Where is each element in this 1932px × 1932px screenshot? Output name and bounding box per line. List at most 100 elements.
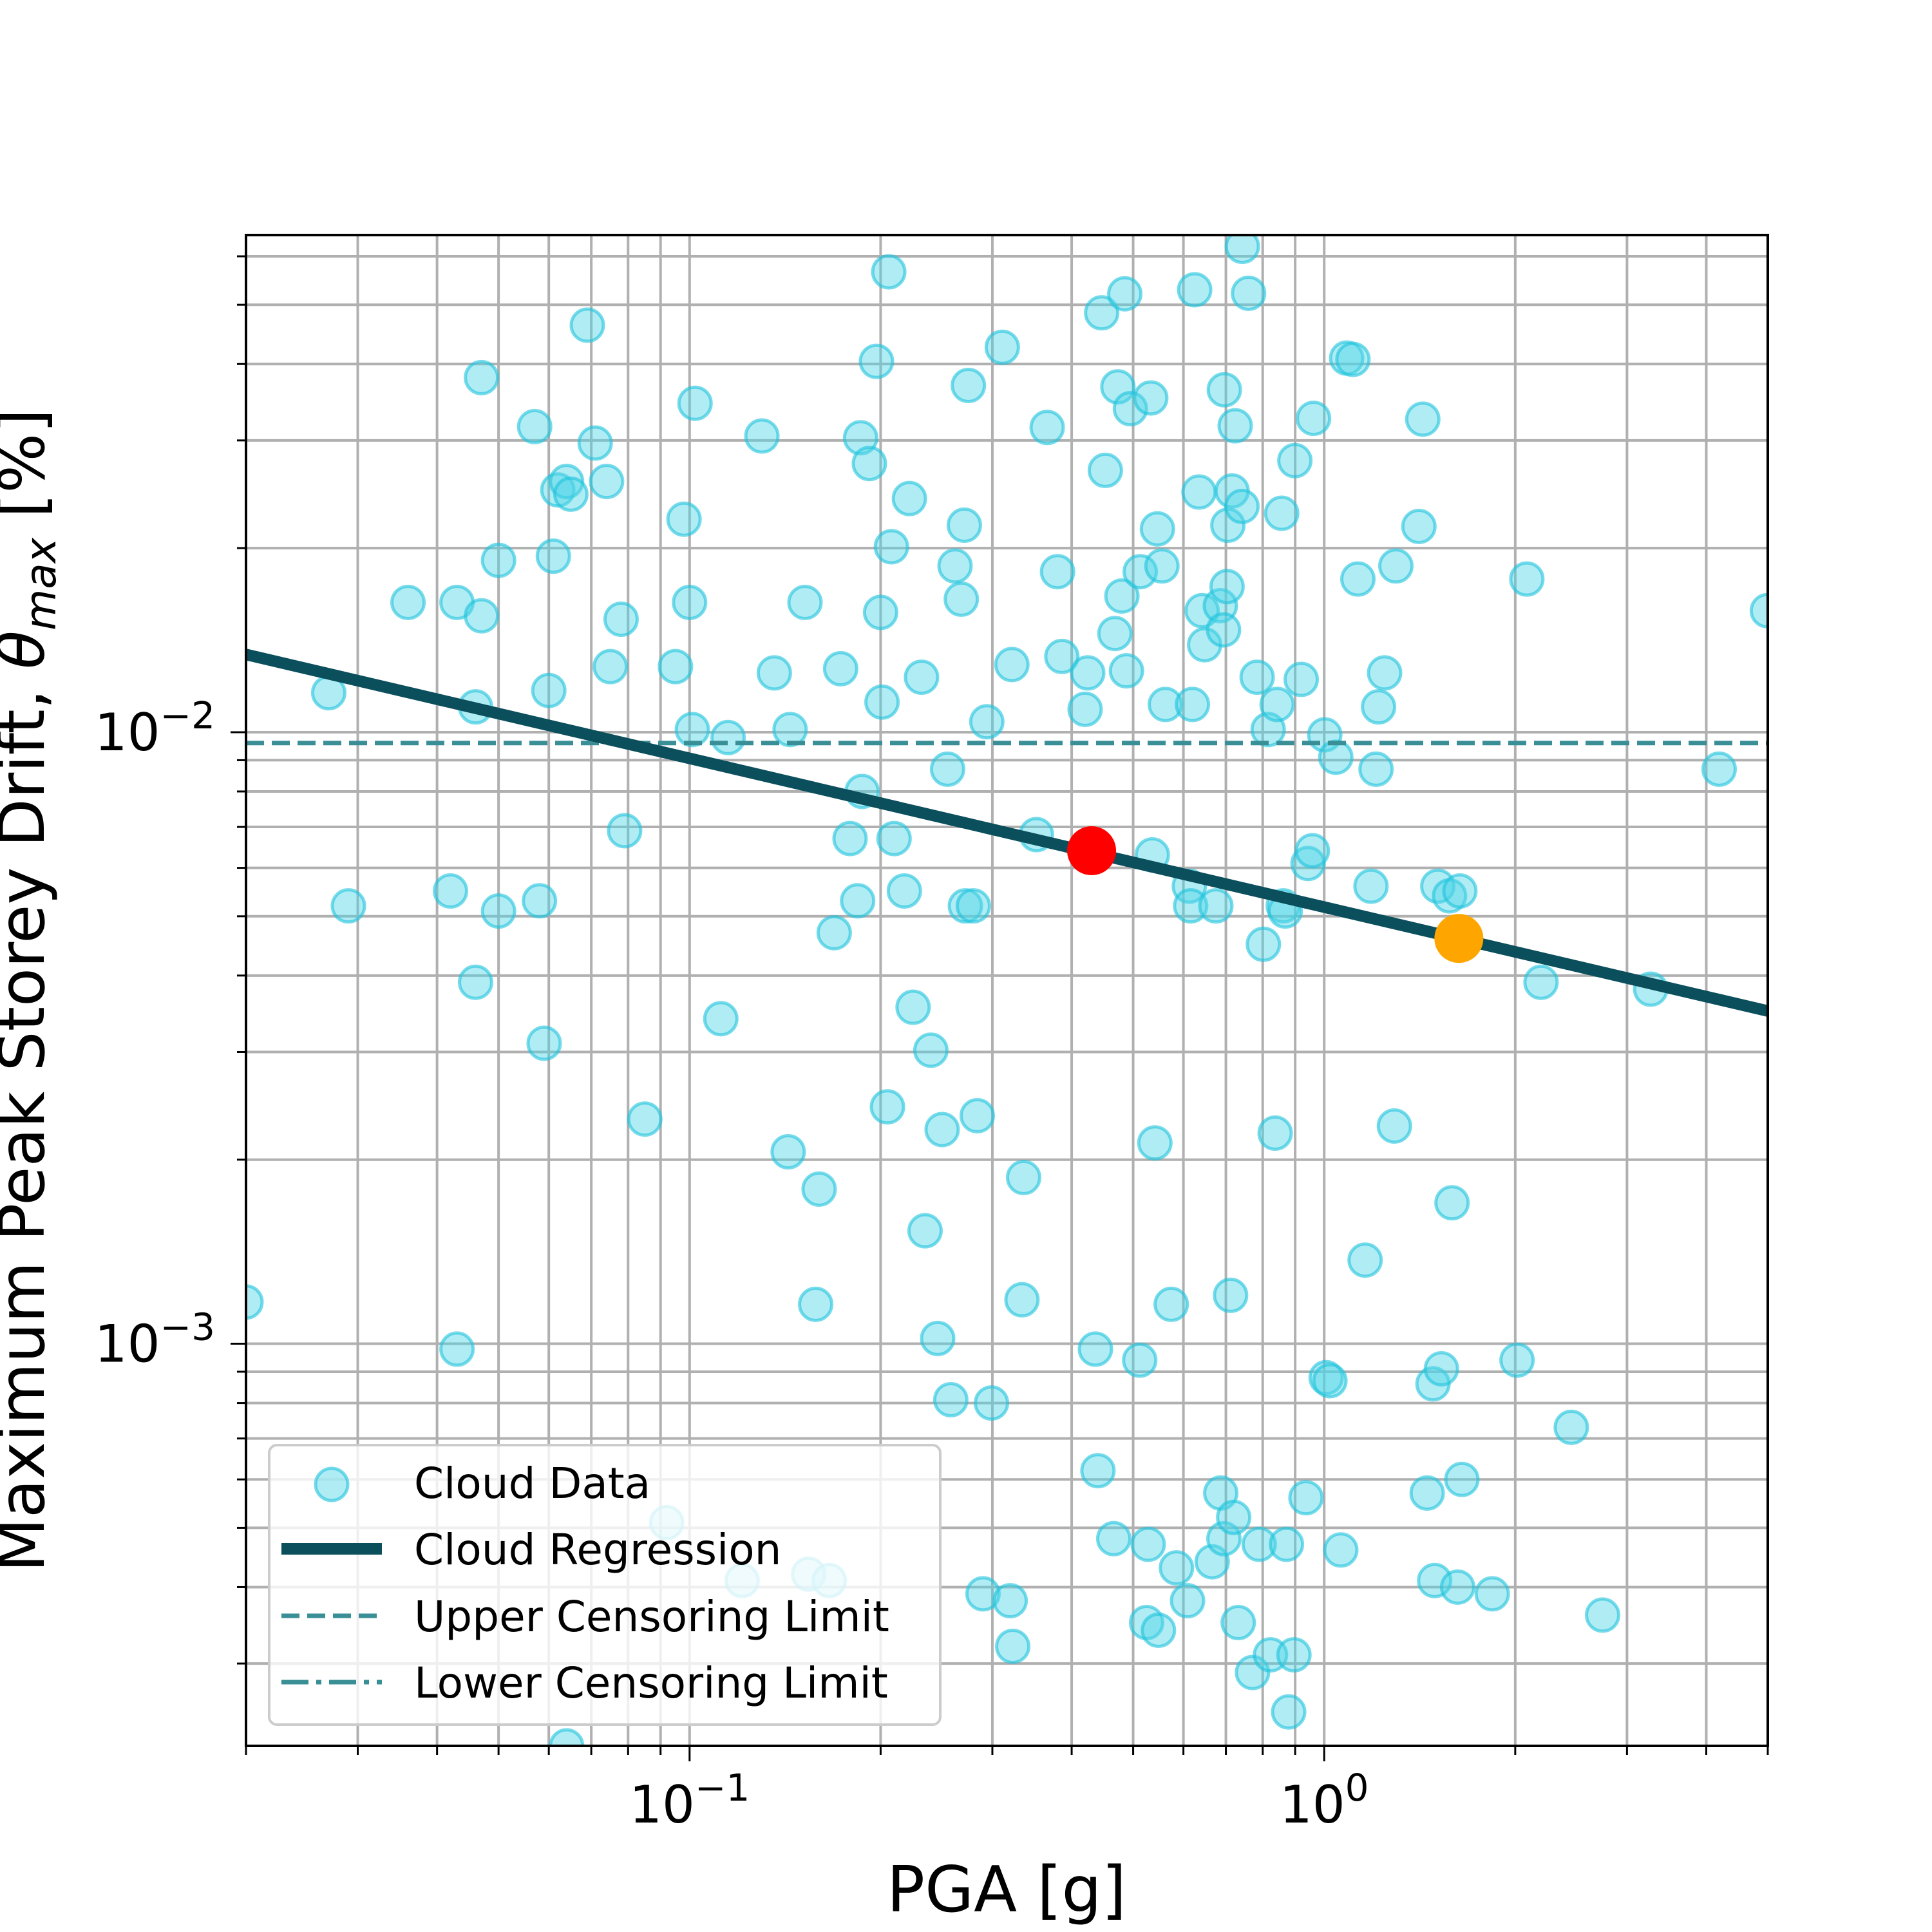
cloud-data-point [1080, 1453, 1116, 1489]
cloud-data-point [913, 1032, 949, 1068]
cloud-data-point [480, 893, 516, 929]
cloud-data-point [891, 480, 927, 516]
cloud-data-point [1224, 488, 1260, 524]
cloud-data-point [1276, 1637, 1312, 1673]
cloud-data-point [522, 883, 558, 919]
cloud-data-point [924, 1112, 960, 1148]
cloud-data-point [1130, 1526, 1166, 1562]
cloud-data-point [1444, 1461, 1480, 1497]
cloud-data-point [553, 476, 589, 512]
cloud-data-point [1112, 391, 1148, 427]
cloud-data-point [526, 1025, 562, 1061]
cloud-data-point [1701, 751, 1737, 787]
cloud-data-point [995, 1628, 1031, 1664]
cloud-data-point [1144, 548, 1180, 584]
cloud-data-point [1153, 1286, 1189, 1322]
cloud-data-point [516, 408, 553, 444]
cloud-data-point [1239, 659, 1275, 696]
cloud-data-point [1175, 687, 1211, 723]
cloud-data-point [439, 1331, 475, 1367]
cloud-data-point [886, 873, 922, 909]
cloud-data-point [876, 820, 912, 857]
cloud-data-point [577, 425, 613, 461]
axis-ticks: 10−1 100 10−3 10−2 [95, 255, 1769, 1835]
highlight-point-red [1067, 826, 1117, 876]
legend-label-cloud-data: Cloud Data [414, 1459, 650, 1508]
cloud-data-point [1122, 1342, 1158, 1378]
cloud-data-point [822, 650, 858, 687]
cloud-data-point [1137, 1125, 1173, 1161]
cloud-data-point [1095, 1520, 1132, 1557]
cloud-data-point [1288, 1480, 1324, 1516]
cloud-data-point [1367, 655, 1403, 691]
cloud-data-point [1312, 1363, 1348, 1399]
cloud-data-point [1224, 235, 1260, 264]
cloud-data-point [907, 1213, 943, 1249]
cloud-data-point [1220, 1605, 1256, 1641]
legend-label-lower-censoring: Lower Censoring Limit [414, 1658, 888, 1708]
cloud-data-point [433, 873, 469, 909]
cloud-data-point [1206, 1520, 1242, 1557]
y-tick-label: 10−3 [95, 1305, 215, 1374]
cloud-data-point [969, 704, 1005, 740]
cloud-data-point [1067, 691, 1103, 727]
cloud-data-point [1005, 1159, 1041, 1195]
cloud-data-point [1170, 1583, 1206, 1619]
cloud-data-point [947, 888, 983, 924]
legend-box [268, 1444, 942, 1726]
cloud-data-point [1378, 548, 1414, 584]
cloud-data-point [1087, 452, 1123, 488]
cloud-data-point [457, 964, 493, 1000]
cloud-data-point [1423, 1350, 1459, 1387]
cloud-data-point [658, 649, 694, 685]
cloud-data-point [1474, 1576, 1510, 1612]
x-tick-label: 10−1 [629, 1766, 750, 1835]
cloud-data-point [1198, 888, 1234, 924]
legend-label-cloud-regression: Cloud Regression [414, 1525, 782, 1575]
cloud-data-point [1347, 1242, 1383, 1278]
cloud-data-point [943, 581, 980, 617]
cloud-data-point [1070, 655, 1106, 691]
cloud-data-point [1358, 751, 1394, 787]
legend: Cloud Data Cloud Regression Upper Censor… [268, 1444, 942, 1726]
cloud-data-points [246, 235, 1768, 1746]
cloud-data-point [1100, 369, 1136, 405]
cloud-data-point [965, 1576, 1001, 1612]
cloud-data-point [607, 813, 643, 849]
cloud-data-point [710, 719, 746, 755]
cloud-data-point [873, 529, 909, 565]
cloud-data-point [1269, 1526, 1305, 1562]
cloud-data-point [1231, 275, 1267, 311]
cloud-data-point [1401, 508, 1437, 544]
cloud-data-point [666, 501, 702, 537]
cloud-data-point [569, 307, 605, 343]
cloud-data-point [1213, 1277, 1249, 1313]
cloud-data-point [672, 584, 708, 620]
cloud-data-point [1340, 561, 1376, 597]
cloud-data-point [832, 820, 868, 857]
x-tick-label: 100 [1280, 1766, 1369, 1835]
cloud-data-point [1097, 616, 1133, 652]
cloud-data-point [1283, 661, 1320, 697]
cloud-data-point [1039, 554, 1075, 590]
cloud-data-point [858, 343, 895, 379]
cloud-data-point [1108, 653, 1144, 689]
cloud-data-point [1585, 1597, 1621, 1633]
plot-lines [246, 649, 1768, 1017]
cloud-data-point [787, 584, 823, 620]
cloud-data-point [464, 598, 500, 634]
cloud-data-point [330, 888, 366, 924]
cloud-data-point [1216, 1499, 1252, 1535]
cloud-data-point [744, 418, 780, 454]
cloud-data-point [1442, 873, 1478, 909]
cloud-data-point [1029, 410, 1065, 446]
cloud-data-point [1122, 554, 1159, 590]
cloud-data-point [1241, 1526, 1277, 1562]
cloud-data-point [933, 1381, 969, 1417]
cloud-data-point [851, 446, 887, 482]
cloud-data-point [246, 1284, 264, 1320]
cloud-data-point [674, 712, 710, 748]
cloud-data-point [1209, 569, 1245, 605]
cloud-data-point [951, 367, 987, 403]
